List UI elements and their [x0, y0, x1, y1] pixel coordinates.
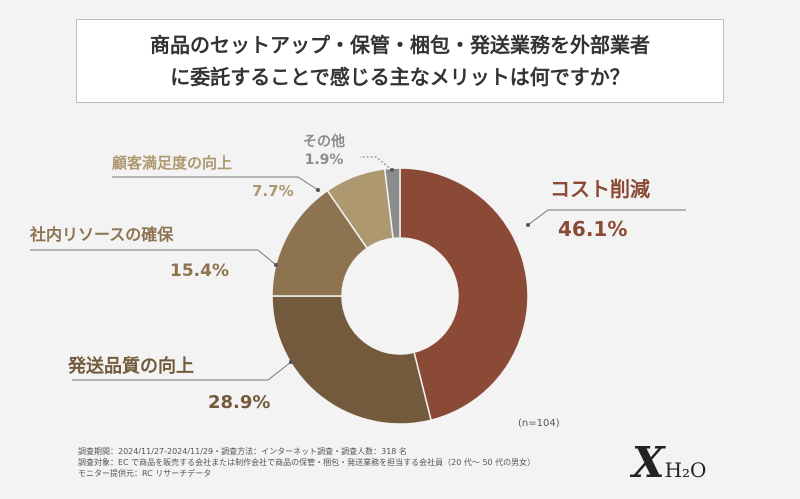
- leader-line: [527, 209, 686, 226]
- survey-footer: 調査期間：2024/11/27-2024/11/29・調査方法：インターネット調…: [78, 446, 535, 479]
- footer-line-2: 調査対象：EC で商品を販売する会社または制作会社で商品の保管・梱包・発送業務を…: [78, 458, 536, 467]
- leader-dot: [274, 263, 278, 267]
- logo-h2o: H₂O: [664, 458, 707, 482]
- leader-line: [72, 361, 292, 381]
- slice-category-label: 社内リソースの確保: [29, 225, 174, 244]
- slice-category-label: 顧客満足度の向上: [112, 154, 232, 172]
- logo-x: X: [632, 438, 665, 487]
- leader-dot: [316, 188, 320, 192]
- slice-value-label: 1.9%: [305, 152, 344, 168]
- leader-line: [360, 156, 393, 171]
- slice-value-label: 15.4%: [170, 261, 229, 281]
- donut-slice: [271, 295, 432, 425]
- slice-category-label: その他: [303, 133, 345, 150]
- slice-category-label: コスト削減: [550, 177, 650, 201]
- xh2o-logo: XH₂O: [632, 438, 706, 487]
- slice-value-label: 28.9%: [208, 392, 270, 413]
- leader-line: [30, 249, 277, 266]
- chart-title-line-2: に委託することで感じる主なメリットは何ですか？: [170, 65, 630, 89]
- donut-slice: [271, 189, 369, 297]
- leader-dot: [289, 360, 293, 364]
- donut-slice: [399, 167, 529, 422]
- title-box: 商品のセットアップ・保管・梱包・発送業務を外部業者 に委託することで感じる主なメ…: [76, 19, 724, 103]
- slice-category-label: 発送品質の向上: [67, 355, 194, 377]
- slice-value-label: 7.7%: [252, 182, 294, 200]
- slice-value-label: 46.1%: [558, 217, 627, 241]
- sample-size-note: (n=104): [518, 418, 560, 429]
- chart-title-line-1: 商品のセットアップ・保管・梱包・発送業務を外部業者: [150, 33, 650, 57]
- footer-line-1: 調査期間：2024/11/27-2024/11/29・調査方法：インターネット調…: [78, 447, 407, 456]
- footer-line-3: モニター提供元：RC リサーチデータ: [78, 469, 212, 478]
- leader-line: [112, 176, 319, 191]
- leader-dot: [390, 168, 394, 172]
- leader-dot: [526, 223, 530, 227]
- donut-slice: [383, 167, 401, 240]
